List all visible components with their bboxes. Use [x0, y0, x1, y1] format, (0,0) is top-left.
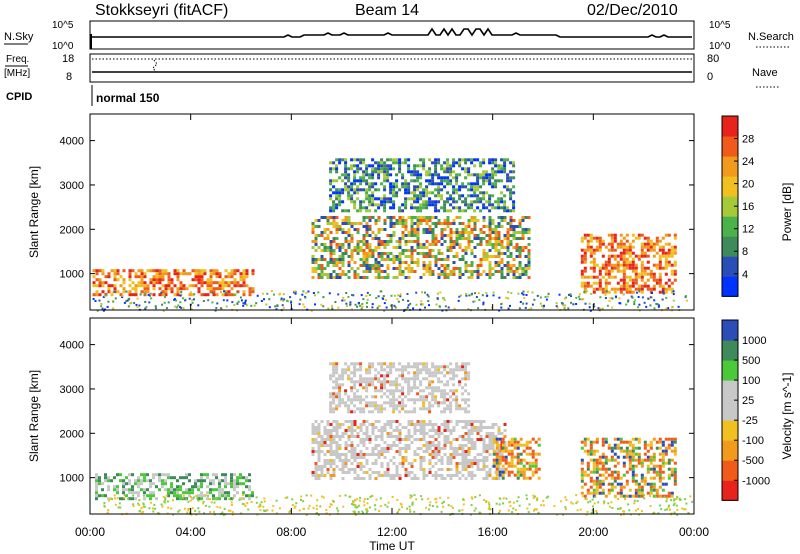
colorbar-tick-3: 25	[742, 395, 754, 407]
freq-tick-bottom: 8	[66, 71, 72, 83]
power-colorbar-label: Power [dB]	[780, 183, 794, 242]
nsky-label: N.Sky	[4, 31, 34, 43]
colorbar-swatch-4	[722, 196, 738, 217]
colorbar-swatch-3	[722, 420, 738, 441]
nsearch-tick-top: 10^5	[709, 20, 731, 31]
colorbar-swatch-5	[722, 176, 738, 197]
xtick-label-0: 00:00	[75, 525, 105, 539]
colorbar-tick-4: -25	[742, 415, 758, 427]
colorbar-tick-2: 100	[742, 375, 760, 387]
xtick-label-1: 04:00	[176, 525, 206, 539]
xtick-label-3: 12:00	[377, 525, 407, 539]
echo-region-0	[95, 473, 254, 501]
ytick-label-3000: 3000	[60, 384, 84, 396]
colorbar-swatch-3	[722, 216, 738, 237]
station-title: Stokkseyri (fitACF)	[95, 2, 228, 19]
xtick-label-5: 20:00	[578, 525, 608, 539]
echo-region-3	[492, 437, 541, 480]
nave-label: Nave	[752, 67, 778, 79]
ytick-label-4000: 4000	[60, 340, 84, 352]
cpid-label: CPID	[6, 91, 32, 103]
colorbar-swatch-8	[722, 116, 738, 137]
ytick-label-1000: 1000	[60, 473, 84, 485]
echo-region-2	[329, 362, 471, 414]
freq-label: Freq.	[6, 54, 29, 65]
colorbar-tick-5: -100	[742, 435, 764, 447]
ytick-label-1000: 1000	[60, 269, 84, 281]
nsky-tick-top: 10^5	[52, 20, 74, 31]
colorbar-swatch-0	[722, 480, 738, 501]
velocity-panel: 1000 2000 3000 4000 Slant Range [km] 1000 50…	[27, 317, 794, 516]
power-ylabel: Slant Range [km]	[27, 166, 41, 258]
nsky-tick-bottom: 10^0	[52, 41, 74, 52]
power-colorbar: 28 24 20 16 12 8 4	[721, 115, 754, 297]
nsearch-label: N.Search	[748, 31, 794, 43]
echo-region-1	[311, 420, 507, 480]
velocity-colorbar: 1000 500 100 25 -25 -100 -500 -1000	[721, 319, 770, 501]
colorbar-swatch-4	[722, 400, 738, 421]
colorbar-tick-7: -1000	[742, 475, 770, 487]
nsky-panel: N.Sky 10^5 10^0 10^5 10^0 N.Search	[4, 20, 794, 52]
colorbar-swatch-2	[722, 236, 738, 257]
colorbar-tick-0: 28	[742, 134, 754, 146]
echo-region-0	[92, 269, 255, 297]
time-axis-label: Time UT	[369, 539, 415, 553]
power-panel: 1000 2000 3000 4000 Slant Range [km] 28 24 20…	[27, 113, 794, 312]
beam-title: Beam 14	[355, 2, 419, 19]
echo-region-2	[329, 158, 516, 213]
freq-panel: Freq. [MHz] 18 8 80 0 Nave	[4, 53, 780, 88]
freq-unit: [MHz]	[4, 68, 30, 79]
echo-region-3	[580, 233, 677, 294]
xtick-label-2: 08:00	[276, 525, 306, 539]
colorbar-swatch-6	[722, 156, 738, 177]
colorbar-swatch-7	[722, 340, 738, 361]
ytick-label-4000: 4000	[60, 136, 84, 148]
colorbar-tick-6: -500	[742, 455, 764, 467]
ytick-label-2000: 2000	[60, 428, 84, 440]
echo-region-1	[311, 216, 531, 279]
xtick-label-4: 16:00	[478, 525, 508, 539]
colorbar-swatch-0	[722, 276, 738, 297]
colorbar-swatch-8	[722, 320, 738, 341]
ytick-label-3000: 3000	[60, 180, 84, 192]
colorbar-tick-5: 8	[742, 246, 748, 258]
ytick-label-2000: 2000	[60, 224, 84, 236]
colorbar-tick-1: 500	[742, 355, 760, 367]
colorbar-tick-0: 1000	[742, 335, 766, 347]
nsearch-tick-bottom: 10^0	[709, 41, 731, 52]
date-title: 02/Dec/2010	[587, 2, 678, 19]
xtick-label-6: 00:00	[679, 525, 709, 539]
colorbar-tick-1: 24	[742, 156, 754, 168]
colorbar-tick-4: 12	[742, 224, 754, 236]
power-heatmap	[92, 158, 688, 312]
colorbar-swatch-1	[722, 256, 738, 277]
colorbar-swatch-2	[722, 440, 738, 461]
echo-region-4	[580, 437, 677, 498]
colorbar-swatch-7	[722, 136, 738, 157]
colorbar-swatch-6	[722, 360, 738, 381]
velocity-ylabel: Slant Range [km]	[27, 370, 41, 462]
freq-tick-top: 18	[62, 53, 74, 65]
colorbar-tick-3: 16	[742, 201, 754, 213]
colorbar-swatch-5	[722, 380, 738, 401]
colorbar-tick-2: 20	[742, 179, 754, 191]
colorbar-swatch-1	[722, 460, 738, 481]
velocity-heatmap	[95, 362, 694, 516]
colorbar-tick-6: 4	[742, 269, 748, 281]
near-range-scatter	[103, 494, 694, 516]
nave-tick-bottom: 0	[707, 71, 713, 83]
nave-tick-top: 80	[707, 53, 719, 65]
near-range-scatter	[92, 290, 688, 312]
cpid-value: normal 150	[96, 91, 160, 105]
time-axis: 00:00 04:00 08:00 12:00 16:00 20:00 00:00	[75, 114, 709, 539]
velocity-colorbar-label: Velocity [m s^-1]	[780, 373, 794, 460]
nsky-trace	[92, 27, 692, 38]
